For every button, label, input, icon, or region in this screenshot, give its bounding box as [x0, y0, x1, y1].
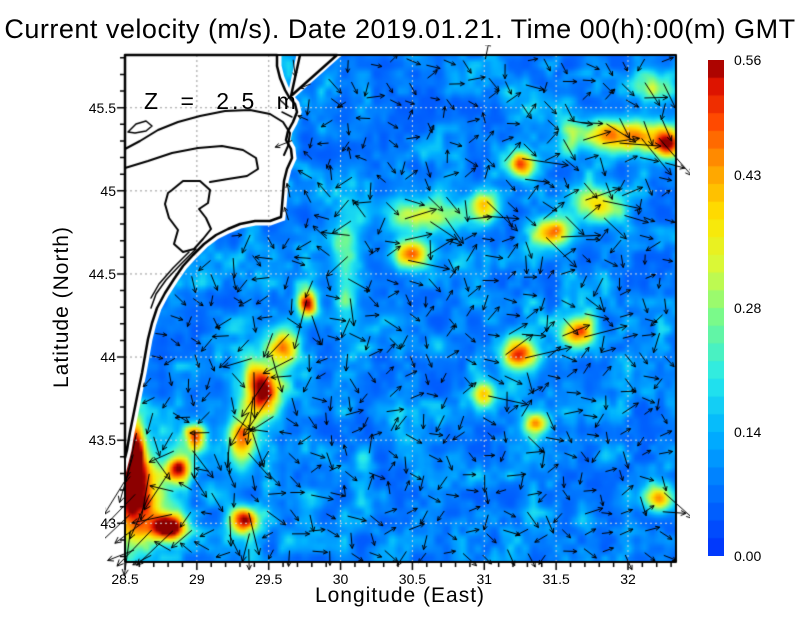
y-tick-label: 44: [100, 349, 116, 366]
x-tick-label: 29.5: [255, 571, 283, 587]
y-tick-label: 43.5: [88, 432, 116, 449]
x-tick-label: 29: [189, 571, 205, 587]
x-tick-label: 31: [476, 571, 493, 587]
x-tick-label: 32: [620, 571, 636, 587]
colorbar-tick-label: 0.14: [734, 424, 762, 440]
colorbar-tick-label: 0.00: [734, 548, 762, 564]
colorbar: [708, 60, 724, 556]
map-canvas: [105, 45, 690, 580]
plot-title: Current velocity (m/s). Date 2019.01.21.…: [4, 14, 796, 44]
colorbar-tick-label: 0.56: [734, 52, 762, 68]
colorbar-tick-label: 0.28: [734, 300, 762, 316]
x-tick-label: 30.5: [398, 571, 427, 587]
y-tick-label: 43: [100, 515, 116, 532]
y-tick-label: 45.5: [88, 99, 116, 116]
x-tick-label: 28.5: [111, 571, 139, 587]
y-tick-label: 45: [100, 182, 116, 199]
y-tick-label: 44.5: [88, 265, 116, 282]
x-tick-label: 30: [332, 571, 349, 587]
x-tick-label: 31.5: [542, 571, 570, 587]
depth-annotation: Z = 2.5 m: [144, 88, 299, 114]
x-axis-label: Longitude (East): [314, 584, 486, 607]
colorbar-tick-label: 0.43: [734, 167, 762, 184]
